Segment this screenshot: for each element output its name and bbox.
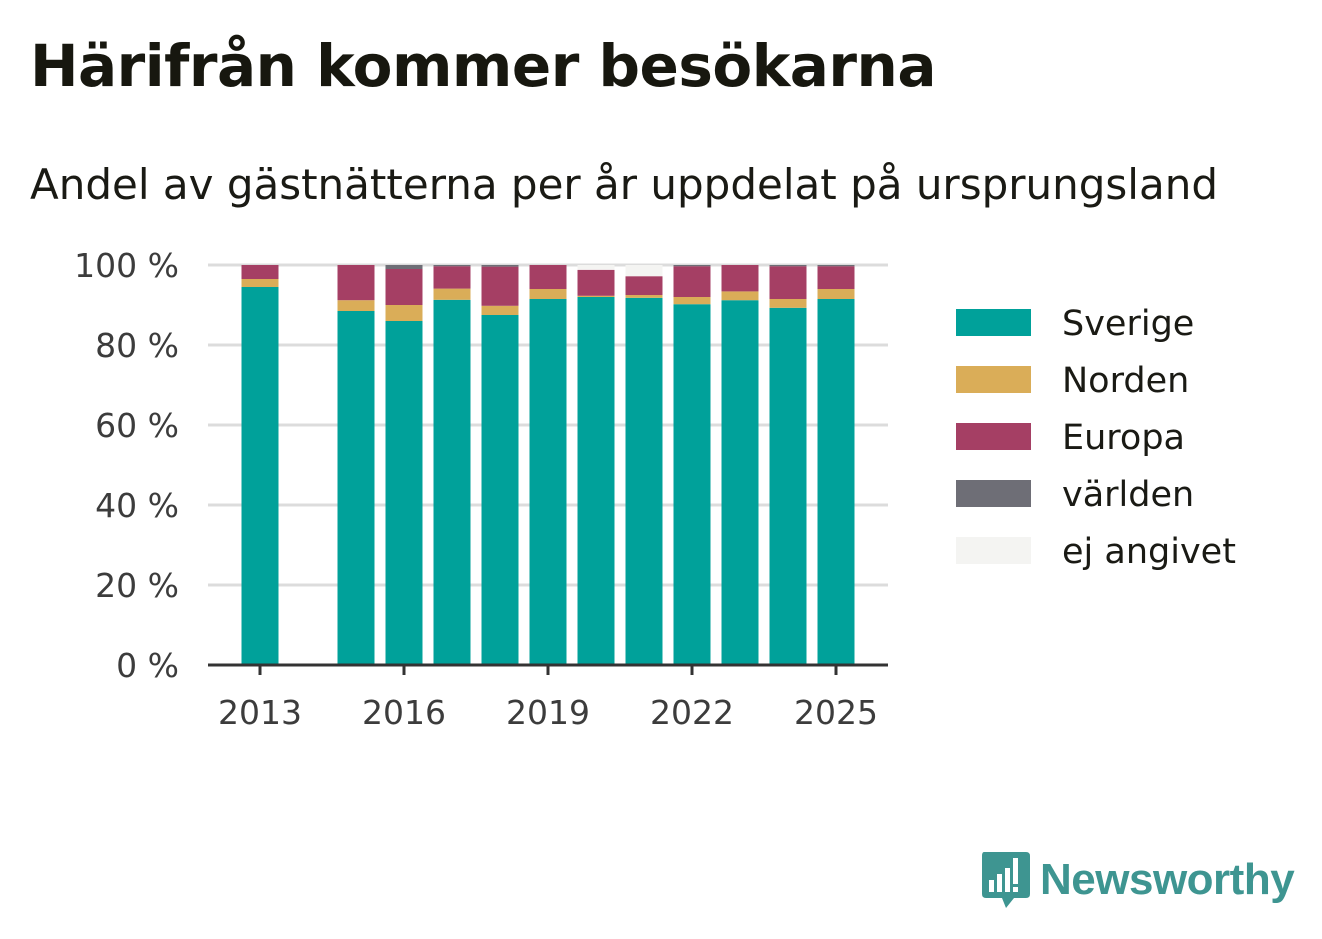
y-tick-label: 100 % — [74, 246, 179, 285]
bar-segment-sverige-2024[interactable] — [769, 307, 807, 665]
bar-segment-europa-2017[interactable] — [433, 266, 471, 289]
bar-segment-sverige-2015[interactable] — [337, 311, 375, 665]
bar-segment-sverige-2017[interactable] — [433, 299, 471, 665]
y-tick-label: 0 % — [116, 646, 179, 685]
bar-segment-ej-angivet-2020[interactable] — [577, 265, 615, 270]
bar-segment-norden-2015[interactable] — [337, 300, 375, 311]
legend-label: Norden — [1062, 361, 1189, 401]
legend-label: Europa — [1062, 418, 1185, 458]
bar-segment-norden-2021[interactable] — [625, 295, 663, 298]
bar-segment-norden-2020[interactable] — [577, 295, 615, 297]
bars — [241, 265, 855, 665]
bar-segment-ej-angivet-2021[interactable] — [625, 265, 663, 277]
bar-segment-sverige-2016[interactable] — [385, 321, 423, 665]
bar-segment-sverige-2020[interactable] — [577, 297, 615, 665]
bar-segment-norden-2019[interactable] — [529, 289, 567, 299]
x-tick-label: 2016 — [362, 693, 446, 732]
legend-label: Sverige — [1062, 304, 1194, 344]
bar-segment-europa-2018[interactable] — [481, 266, 519, 306]
bar-segment-världen-2018[interactable] — [481, 265, 519, 267]
y-tick-label: 40 % — [95, 486, 179, 525]
bar-segment-sverige-2018[interactable] — [481, 315, 519, 665]
bar-segment-sverige-2021[interactable] — [625, 297, 663, 665]
legend[interactable]: Sverige Norden Europa världen ej angivet — [956, 304, 1236, 572]
bar-segment-norden-2013[interactable] — [241, 279, 279, 287]
bar-segment-norden-2017[interactable] — [433, 288, 471, 300]
bar-chart-speech-bubble-icon — [982, 852, 1030, 908]
legend-swatch — [956, 366, 1031, 393]
legend-label: världen — [1062, 475, 1194, 515]
bar-segment-världen-2024[interactable] — [769, 265, 807, 267]
x-tick-label: 2019 — [506, 693, 590, 732]
bar-segment-sverige-2022[interactable] — [673, 304, 711, 665]
bar-segment-världen-2016[interactable] — [385, 265, 423, 269]
brand-name: Newsworthy — [1040, 855, 1295, 904]
axes: 0 % 20 % 40 % 60 % 80 % 100 % 2013 2016 2019 2022… — [74, 246, 888, 732]
bar-segment-europa-2024[interactable] — [769, 266, 807, 299]
bar-segment-världen-2025[interactable] — [817, 265, 855, 267]
y-tick-label: 60 % — [95, 406, 179, 445]
x-tick-label: 2013 — [218, 693, 302, 732]
legend-swatch — [956, 423, 1031, 450]
bar-segment-norden-2018[interactable] — [481, 305, 519, 315]
bar-segment-europa-2022[interactable] — [673, 266, 711, 297]
bar-segment-sverige-2025[interactable] — [817, 299, 855, 665]
legend-swatch — [956, 309, 1031, 336]
newsworthy-logo: Newsworthy — [980, 850, 1295, 910]
bar-segment-norden-2024[interactable] — [769, 299, 807, 308]
bar-segment-världen-2022[interactable] — [673, 265, 711, 267]
bar-segment-norden-2022[interactable] — [673, 297, 711, 305]
chart-title: Härifrån kommer besökarna — [30, 32, 936, 100]
bar-segment-sverige-2013[interactable] — [241, 287, 279, 665]
bar-segment-norden-2023[interactable] — [721, 291, 759, 301]
x-tick-label: 2022 — [650, 693, 734, 732]
bar-segment-europa-2021[interactable] — [625, 276, 663, 295]
bar-segment-europa-2013[interactable] — [241, 265, 279, 279]
bar-segment-europa-2020[interactable] — [577, 269, 615, 296]
bar-segment-sverige-2023[interactable] — [721, 300, 759, 665]
bar-segment-sverige-2019[interactable] — [529, 299, 567, 665]
legend-swatch — [956, 480, 1031, 507]
bar-segment-världen-2017[interactable] — [433, 265, 471, 267]
y-tick-label: 20 % — [95, 566, 179, 605]
bar-segment-europa-2019[interactable] — [529, 265, 567, 289]
bar-segment-norden-2025[interactable] — [817, 289, 855, 299]
chart-subtitle: Andel av gästnätterna per år uppdelat på… — [30, 160, 1218, 209]
legend-label: ej angivet — [1062, 532, 1236, 572]
bar-segment-europa-2023[interactable] — [721, 265, 759, 292]
legend-swatch — [956, 537, 1031, 564]
x-tick-label: 2025 — [794, 693, 878, 732]
bar-segment-norden-2016[interactable] — [385, 305, 423, 321]
bar-segment-europa-2015[interactable] — [337, 265, 375, 301]
bar-segment-europa-2025[interactable] — [817, 266, 855, 289]
bar-segment-europa-2016[interactable] — [385, 269, 423, 305]
y-tick-label: 80 % — [95, 326, 179, 365]
